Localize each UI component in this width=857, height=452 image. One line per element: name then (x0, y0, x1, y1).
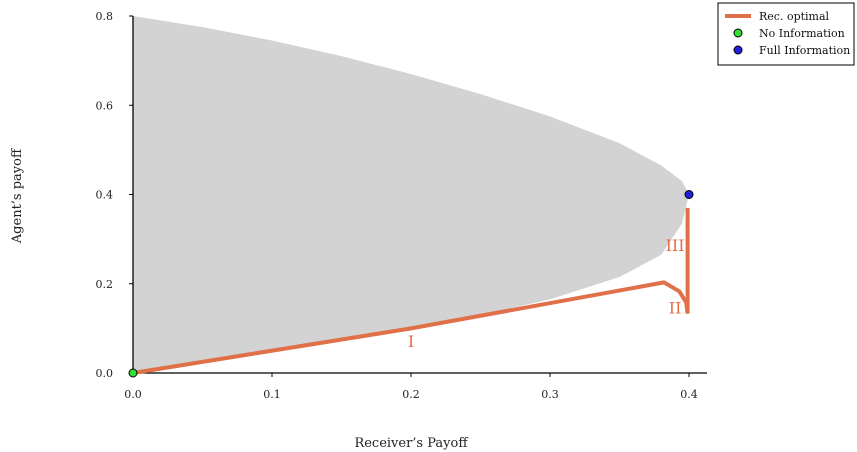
x-tick-label: 0.4 (680, 388, 698, 401)
region-label-iii: III (666, 236, 685, 255)
region-label-ii: II (669, 298, 682, 317)
y-tick-label: 0.8 (96, 10, 114, 23)
y-axis-title: Agent’s payoff (10, 147, 25, 244)
y-tick-label: 0.2 (96, 278, 114, 291)
y-tick-label: 0.0 (96, 367, 114, 380)
points-layer (128, 190, 694, 378)
point-no-information (128, 368, 138, 378)
legend-label: Rec. optimal (759, 10, 830, 23)
series-layer (132, 207, 690, 375)
region-label-i: I (408, 332, 414, 351)
x-tick-label: 0.1 (263, 388, 281, 401)
x-tick-label: 0.0 (124, 388, 142, 401)
feasible-region (133, 16, 689, 373)
legend-label: No Information (759, 27, 845, 40)
legend-marker-swatch (733, 45, 743, 55)
legend-label: Full Information (759, 44, 850, 57)
y-tick-label: 0.6 (96, 99, 114, 112)
point-full-information (684, 190, 694, 199)
axes: 0.0 0.1 0.2 0.3 0.4 0.0 0.2 0.4 0.6 0.8 Receiver’s… (10, 10, 707, 451)
x-axis-title: Receiver’s Payoff (354, 436, 469, 451)
legend-marker-swatch (733, 28, 743, 38)
feasible-region-layer (133, 16, 689, 373)
x-tick-label: 0.3 (541, 388, 559, 401)
y-tick-label: 0.4 (96, 189, 114, 202)
x-tick-label: 0.2 (402, 388, 420, 401)
legend-box (717, 2, 855, 66)
legend: Rec. optimal No Information Full Informati… (717, 2, 855, 66)
